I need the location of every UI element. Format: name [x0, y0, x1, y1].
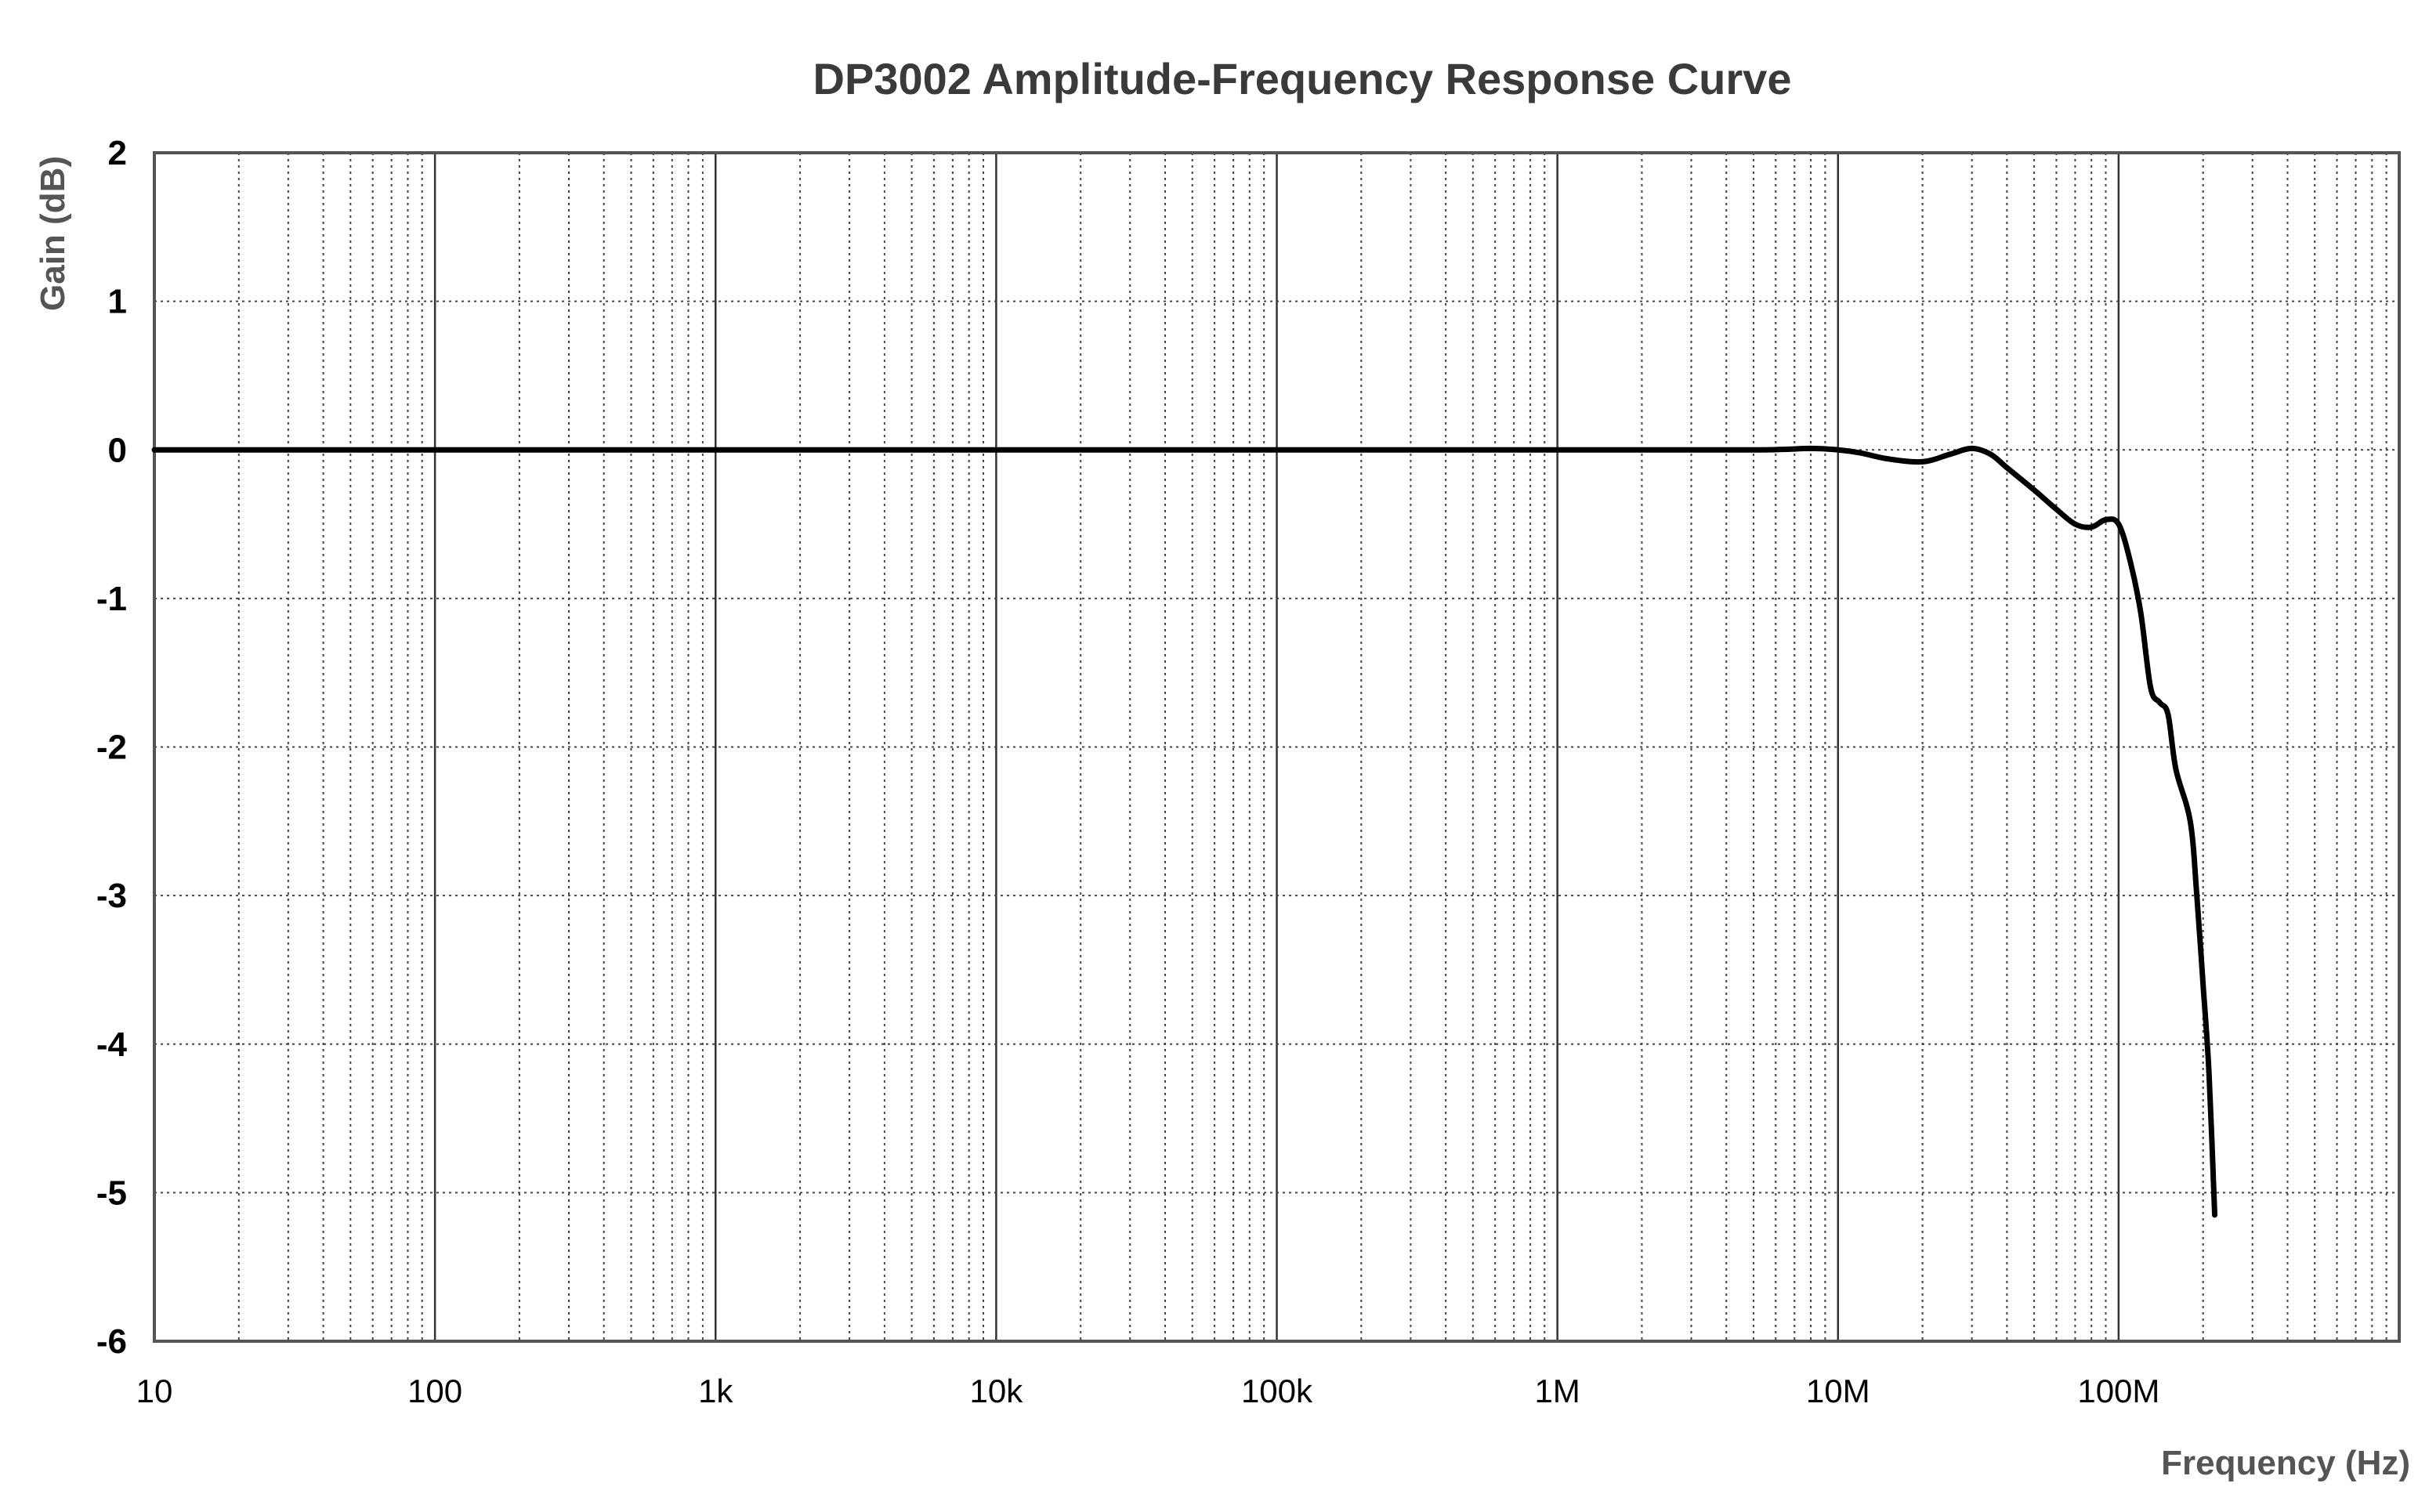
y-tick-label: 2: [108, 134, 127, 172]
x-tick-label: 100: [407, 1373, 462, 1409]
y-tick-label: -4: [96, 1025, 128, 1064]
y-tick-label: -2: [96, 729, 127, 767]
tick-labels: 210-1-2-3-4-5-610 100 1k 10k 100k 1M 10M 100M: [96, 134, 2160, 1409]
y-tick-label: 0: [108, 431, 127, 469]
x-tick-label: 1k: [698, 1373, 733, 1409]
x-tick-label: 1M: [1534, 1373, 1580, 1409]
series-line: [151, 445, 2218, 1218]
y-tick-label: -1: [96, 580, 127, 618]
data-layer: [151, 445, 2218, 1218]
plot-frame: [153, 151, 2401, 1343]
y-tick-label: -5: [96, 1174, 127, 1212]
x-tick-label: 10: [136, 1373, 173, 1409]
x-tick-label: 10k: [970, 1373, 1024, 1409]
grid: [154, 153, 2399, 1341]
y-tick-label: 1: [108, 283, 127, 321]
y-tick-label: -3: [96, 877, 127, 915]
x-axis-label: Frequency (Hz): [2161, 1444, 2410, 1482]
chart-title: DP3002 Amplitude-Frequency Response Curv…: [813, 54, 1792, 103]
x-tick-label: 10M: [1806, 1373, 1870, 1409]
x-tick-label: 100k: [1241, 1373, 1313, 1409]
y-tick-label: -6: [96, 1322, 127, 1361]
x-tick-label: 100M: [2077, 1373, 2159, 1409]
y-axis-label: Gain (dB): [34, 156, 72, 311]
